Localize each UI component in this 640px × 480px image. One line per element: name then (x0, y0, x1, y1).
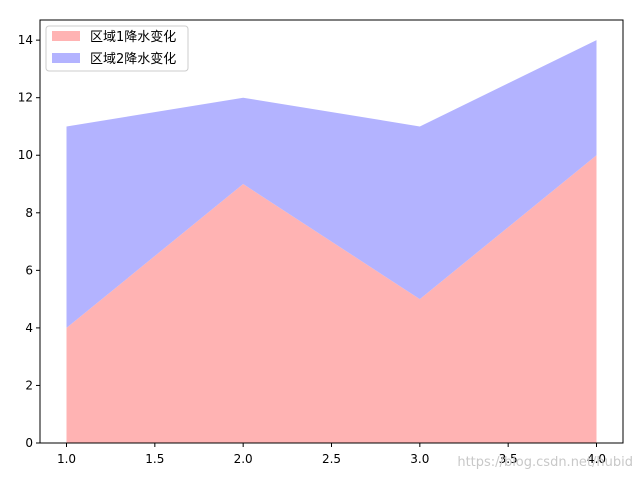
x-tick-label: 1.0 (57, 452, 76, 466)
y-tick-label: 2 (25, 378, 33, 392)
legend-frame (45, 25, 189, 72)
legend-label-region-2: 区域2降水变化 (90, 51, 176, 67)
area-layer (66, 40, 597, 444)
x-tick-label: 2.5 (322, 452, 341, 466)
legend-swatch-region-2 (52, 53, 80, 63)
x-tick-label: 2.0 (234, 452, 253, 466)
legend: 区域1降水变化 区域2降水变化 (45, 25, 189, 72)
y-tick-label: 14 (18, 33, 33, 47)
x-tick-label: 3.0 (410, 452, 429, 466)
y-axis: 0 2 4 6 8 10 12 14 (18, 33, 40, 450)
y-tick-label: 12 (18, 91, 33, 105)
y-tick-label: 6 (25, 263, 33, 277)
x-tick-label: 3.5 (499, 452, 518, 466)
y-tick-label: 4 (25, 321, 33, 335)
area-series-region-2 (66, 40, 597, 328)
y-tick-label: 0 (25, 436, 33, 450)
legend-swatch-region-1 (52, 31, 80, 41)
watermark: https://blog.csdn.net/hubid (457, 455, 633, 470)
legend-label-region-1: 区域1降水变化 (90, 29, 176, 45)
y-tick-label: 10 (18, 148, 33, 162)
area-series-region-1 (66, 155, 597, 444)
x-tick-label: 1.5 (145, 452, 164, 466)
x-axis: 1.0 1.5 2.0 2.5 3.0 3.5 4.0 (57, 443, 606, 466)
x-tick-label: 4.0 (587, 452, 606, 466)
y-tick-label: 8 (25, 206, 33, 220)
